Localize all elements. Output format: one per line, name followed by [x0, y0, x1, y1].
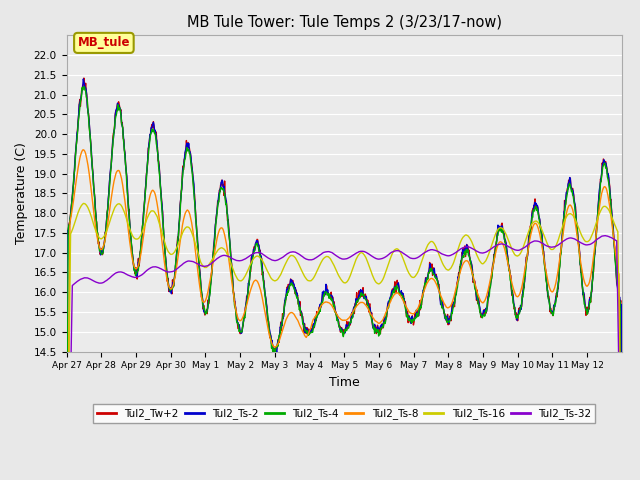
- Tul2_Tw+2: [600, 158, 608, 164]
- Tul2_Ts-2: [63, 460, 70, 466]
- Line: Tul2_Tw+2: Tul2_Tw+2: [67, 78, 622, 353]
- Tul2_Tw+2: [80, 75, 88, 81]
- Tul2_Ts-16: [90, 222, 97, 228]
- Tul2_Ts-8: [294, 317, 301, 323]
- Tul2_Ts-32: [590, 239, 598, 245]
- Tul2_Ts-16: [80, 201, 88, 206]
- Tul2_Ts-2: [591, 252, 598, 257]
- Text: MB_tule: MB_tule: [77, 36, 130, 49]
- Tul2_Ts-2: [390, 284, 398, 290]
- Tul2_Tw+2: [90, 185, 97, 191]
- Legend: Tul2_Tw+2, Tul2_Ts-2, Tul2_Ts-4, Tul2_Ts-8, Tul2_Ts-16, Tul2_Ts-32: Tul2_Tw+2, Tul2_Ts-2, Tul2_Ts-4, Tul2_Ts…: [93, 404, 595, 423]
- Tul2_Ts-16: [294, 259, 301, 264]
- Tul2_Ts-16: [390, 247, 398, 253]
- Tul2_Tw+2: [391, 279, 399, 285]
- Line: Tul2_Ts-16: Tul2_Ts-16: [67, 204, 622, 480]
- Tul2_Ts-4: [294, 294, 301, 300]
- Tul2_Ts-16: [600, 204, 607, 209]
- Tul2_Tw+2: [166, 285, 174, 290]
- Tul2_Ts-2: [79, 76, 87, 82]
- Tul2_Ts-2: [166, 285, 174, 291]
- Tul2_Ts-8: [90, 209, 97, 215]
- Tul2_Ts-32: [166, 269, 173, 275]
- Tul2_Tw+2: [294, 301, 302, 307]
- Tul2_Ts-16: [591, 225, 598, 231]
- Line: Tul2_Ts-8: Tul2_Ts-8: [67, 150, 622, 480]
- Tul2_Ts-8: [166, 286, 174, 291]
- Tul2_Ts-32: [601, 233, 609, 239]
- Tul2_Ts-4: [80, 84, 88, 90]
- X-axis label: Time: Time: [329, 376, 360, 389]
- Tul2_Ts-32: [599, 233, 607, 239]
- Tul2_Ts-4: [390, 290, 398, 296]
- Tul2_Tw+2: [591, 247, 599, 252]
- Y-axis label: Temperature (C): Temperature (C): [15, 143, 28, 244]
- Tul2_Ts-2: [294, 296, 301, 301]
- Tul2_Ts-8: [79, 147, 87, 153]
- Tul2_Ts-32: [293, 250, 301, 256]
- Line: Tul2_Ts-32: Tul2_Ts-32: [67, 236, 622, 480]
- Tul2_Ts-8: [390, 292, 398, 298]
- Tul2_Ts-4: [600, 163, 607, 168]
- Tul2_Ts-32: [390, 249, 397, 254]
- Tul2_Ts-4: [166, 288, 174, 294]
- Title: MB Tule Tower: Tule Temps 2 (3/23/17-now): MB Tule Tower: Tule Temps 2 (3/23/17-now…: [187, 15, 502, 30]
- Tul2_Ts-8: [591, 244, 598, 250]
- Line: Tul2_Ts-2: Tul2_Ts-2: [67, 79, 622, 480]
- Tul2_Ts-8: [600, 185, 607, 191]
- Tul2_Ts-16: [166, 251, 174, 257]
- Line: Tul2_Ts-4: Tul2_Ts-4: [67, 87, 622, 480]
- Tul2_Ts-4: [591, 250, 598, 255]
- Tul2_Ts-2: [600, 160, 607, 166]
- Tul2_Tw+2: [618, 302, 626, 308]
- Tul2_Ts-32: [90, 278, 97, 284]
- Tul2_Tw+2: [271, 350, 278, 356]
- Tul2_Ts-2: [90, 185, 97, 191]
- Tul2_Ts-4: [90, 185, 97, 191]
- Tul2_Tw+2: [63, 229, 70, 235]
